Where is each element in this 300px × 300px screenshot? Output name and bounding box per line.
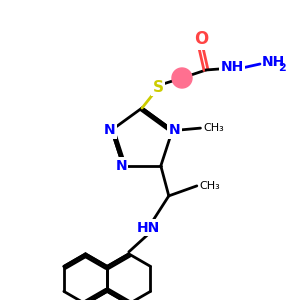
Text: CH₃: CH₃ xyxy=(203,123,224,133)
Text: HN: HN xyxy=(137,221,160,235)
Text: NH: NH xyxy=(220,60,244,74)
Text: S: S xyxy=(152,80,164,94)
Text: N: N xyxy=(104,123,116,137)
Text: 2: 2 xyxy=(278,63,286,73)
Text: N: N xyxy=(116,159,127,173)
Circle shape xyxy=(172,68,192,88)
Text: CH₃: CH₃ xyxy=(200,181,220,191)
Text: O: O xyxy=(194,30,208,48)
Text: N: N xyxy=(169,123,180,137)
Text: NH: NH xyxy=(262,55,285,69)
